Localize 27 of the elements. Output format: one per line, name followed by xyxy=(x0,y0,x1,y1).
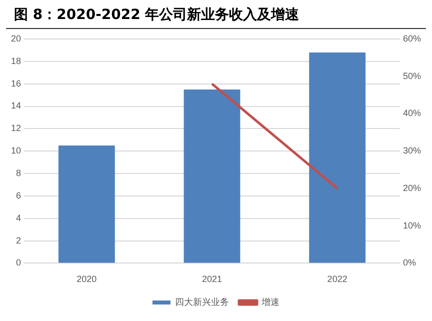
bar xyxy=(309,52,366,263)
y-tick-label: 2 xyxy=(16,235,22,246)
y2-tick-label: 20% xyxy=(402,182,421,193)
y-tick-label: 14 xyxy=(10,100,22,111)
legend-label: 增速 xyxy=(260,296,280,307)
x-tick-label: 2021 xyxy=(202,274,222,284)
y2-tick-label: 30% xyxy=(402,146,421,156)
bar xyxy=(58,145,115,263)
y2-tick-label: 40% xyxy=(402,108,421,118)
chart-title: 图 8：2020-2022 年公司新业务收入及增速 xyxy=(6,0,426,29)
y2-tick-label: 0% xyxy=(402,258,416,268)
y-tick-label: 12 xyxy=(10,123,22,134)
y-tick-label: 16 xyxy=(10,78,22,88)
bar xyxy=(184,89,240,263)
y-tick-label: 8 xyxy=(16,168,22,178)
y2-tick-label: 60% xyxy=(402,33,421,44)
y-tick-label: 6 xyxy=(16,190,22,200)
x-tick-label: 2020 xyxy=(76,274,97,284)
x-tick-label: 2022 xyxy=(327,274,348,284)
y-tick-label: 18 xyxy=(10,56,22,66)
y2-tick-label: 10% xyxy=(402,220,421,230)
y-tick-label: 20 xyxy=(10,33,22,44)
y-tick-label: 0 xyxy=(16,258,22,268)
y-tick-label: 4 xyxy=(16,212,22,223)
y2-tick-label: 50% xyxy=(402,70,421,81)
y-tick-label: 10 xyxy=(10,146,22,156)
legend-label: 四大新兴业务 xyxy=(175,296,229,307)
